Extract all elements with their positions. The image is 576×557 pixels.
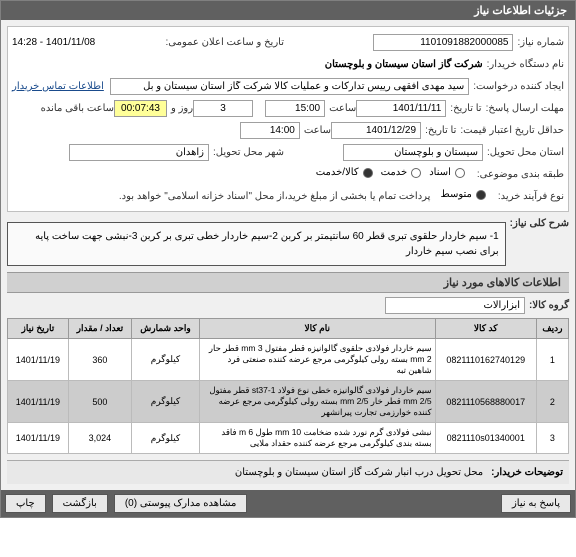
row-requester: ایجاد کننده درخواست: اطلاعات تماس خریدار xyxy=(12,75,564,97)
cell-name: سیم خاردار فولادی حلقوی گالوانیزه قطر مف… xyxy=(199,339,435,381)
cell-code: 0821110162740129 xyxy=(435,339,536,381)
panel-title: جزئیات اطلاعات نیاز xyxy=(1,1,575,20)
row-niaz-number: شماره نیاز: تاریخ و ساعت اعلان عمومی: 14… xyxy=(12,31,564,53)
table-row[interactable]: 10821110162740129سیم خاردار فولادی حلقوی… xyxy=(8,339,569,381)
purchase-note: پرداخت تمام یا بخشی از مبلغ خرید،از محل … xyxy=(115,191,431,202)
col-qty: تعداد / مقدار xyxy=(68,319,131,339)
deadline-time-input[interactable] xyxy=(265,100,325,117)
niaz-number-label: شماره نیاز: xyxy=(513,37,564,48)
category-option-label: اسناد xyxy=(429,167,451,178)
category-option[interactable]: کالا/خدمت xyxy=(316,167,373,178)
days-input[interactable] xyxy=(193,100,253,117)
respond-button[interactable]: پاسخ به نیاز xyxy=(501,494,571,513)
purchase-type-option[interactable]: متوسط xyxy=(440,189,485,200)
back-button[interactable]: بازگشت xyxy=(52,494,108,513)
cell-name: نبشی فولادی گرم نورد شده ضخامت mm 10 طول… xyxy=(199,423,435,454)
radio-icon xyxy=(476,190,486,200)
cell-date: 1401/11/19 xyxy=(8,423,69,454)
min-valid-time-label: ساعت xyxy=(300,125,331,136)
cell-idx: 3 xyxy=(536,423,568,454)
cell-code: 0821110568880017 xyxy=(435,381,536,423)
min-valid-until: تا تاریخ: xyxy=(421,125,456,136)
col-idx: ردیف xyxy=(536,319,568,339)
days-label: روز و xyxy=(167,103,193,114)
main-panel: جزئیات اطلاعات نیاز شماره نیاز: تاریخ و … xyxy=(0,0,576,518)
row-buyer-org: نام دستگاه خریدار: شرکت گاز استان سیستان… xyxy=(12,53,564,75)
col-date: تاریخ نیاز xyxy=(8,319,69,339)
deadline-label: مهلت ارسال پاسخ: xyxy=(482,103,564,114)
min-valid-date-input[interactable] xyxy=(331,122,421,139)
deadline-time-label: ساعت xyxy=(325,103,356,114)
deadline-until: تا تاریخ: xyxy=(446,103,481,114)
buyer-notes-section: توضیحات خریدار: محل تحویل درب انبار شرکت… xyxy=(7,460,569,484)
print-button[interactable]: چاپ xyxy=(5,494,46,513)
table-header-row: ردیف کد کالا نام کالا واحد شمارش تعداد /… xyxy=(8,319,569,339)
category-option-label: خدمت xyxy=(381,167,408,178)
cell-idx: 1 xyxy=(536,339,568,381)
row-min-valid: حداقل تاریخ اعتبار قیمت: تا تاریخ: ساعت xyxy=(12,119,564,141)
requester-label: ایجاد کننده درخواست: xyxy=(469,81,564,92)
col-name: نام کالا xyxy=(199,319,435,339)
niaz-number-input[interactable] xyxy=(373,34,513,51)
cell-code: 0821110s01340001 xyxy=(435,423,536,454)
delivery-province-input[interactable] xyxy=(343,144,483,161)
deadline-date-input[interactable] xyxy=(356,100,446,117)
cell-qty: 360 xyxy=(68,339,131,381)
bottom-bar: پاسخ به نیاز مشاهده مدارک پیوستی (0) باز… xyxy=(1,490,575,517)
panel-body: شماره نیاز: تاریخ و ساعت اعلان عمومی: 14… xyxy=(1,20,575,490)
table-row[interactable]: 20821110568880017سیم خاردار فولادی گالوا… xyxy=(8,381,569,423)
delivery-province-label: استان محل تحویل: xyxy=(483,147,564,158)
purchase-type-option-label: متوسط xyxy=(440,189,471,200)
delivery-city-label: شهر محل تحویل: xyxy=(209,147,284,158)
cell-name: سیم خاردار فولادی گالوانیزه خطی نوع فولا… xyxy=(199,381,435,423)
purchase-type-label: نوع فرآیند خرید: xyxy=(494,191,564,202)
items-header: اطلاعات کالاهای مورد نیاز xyxy=(7,272,569,293)
contact-link[interactable]: اطلاعات تماس خریدار xyxy=(12,81,104,92)
radio-icon xyxy=(411,168,421,178)
min-valid-label: حداقل تاریخ اعتبار قیمت: xyxy=(456,125,564,136)
category-option-label: کالا/خدمت xyxy=(316,167,359,178)
cell-unit: کیلوگرم xyxy=(132,423,200,454)
cell-date: 1401/11/19 xyxy=(8,339,69,381)
row-category: طبقه بندی موضوعی: اسناد خدمت کالا/خدمت xyxy=(12,163,564,185)
radio-icon xyxy=(455,168,465,178)
buyer-notes-value: محل تحویل درب انبار شرکت گاز استان سیستا… xyxy=(235,467,483,478)
key-summary-box: 1- سیم خاردار حلقوی تبری قطر 60 سانتیمتر… xyxy=(7,222,506,266)
buyer-org-label: نام دستگاه خریدار: xyxy=(483,59,564,70)
buyer-org-value: شرکت گاز استان سیستان و بلوچستان xyxy=(325,59,483,70)
col-unit: واحد شمارش xyxy=(132,319,200,339)
countdown-timer: 00:07:43 xyxy=(114,100,167,117)
public-date-label: تاریخ و ساعت اعلان عمومی: xyxy=(162,37,285,48)
category-option[interactable]: اسناد xyxy=(429,167,465,178)
items-table: ردیف کد کالا نام کالا واحد شمارش تعداد /… xyxy=(7,318,569,454)
group-label: گروه کالا: xyxy=(525,300,569,311)
delivery-city-input[interactable] xyxy=(69,144,209,161)
buyer-notes-label: توضیحات خریدار: xyxy=(491,467,563,478)
group-input[interactable] xyxy=(385,297,525,314)
row-delivery: استان محل تحویل: شهر محل تحویل: xyxy=(12,141,564,163)
cell-unit: کیلوگرم xyxy=(132,339,200,381)
cell-unit: کیلوگرم xyxy=(132,381,200,423)
table-row[interactable]: 30821110s01340001نبشی فولادی گرم نورد شد… xyxy=(8,423,569,454)
radio-icon xyxy=(363,168,373,178)
attachments-button[interactable]: مشاهده مدارک پیوستی (0) xyxy=(114,494,248,513)
cell-idx: 2 xyxy=(536,381,568,423)
cell-qty: 500 xyxy=(68,381,131,423)
row-group: گروه کالا: xyxy=(7,293,569,318)
public-date-value: 1401/11/08 - 14:28 xyxy=(12,37,95,48)
key-summary-label: شرح کلی نیاز: xyxy=(506,218,569,229)
category-label: طبقه بندی موضوعی: xyxy=(473,169,564,180)
row-deadline: مهلت ارسال پاسخ: تا تاریخ: ساعت روز و 00… xyxy=(12,97,564,119)
requester-input[interactable] xyxy=(110,78,469,95)
category-option[interactable]: خدمت xyxy=(381,167,422,178)
col-code: کد کالا xyxy=(435,319,536,339)
cell-date: 1401/11/19 xyxy=(8,381,69,423)
min-valid-time-input[interactable] xyxy=(240,122,300,139)
cell-qty: 3,024 xyxy=(68,423,131,454)
row-purchase-type: نوع فرآیند خرید: متوسط پرداخت تمام یا بخ… xyxy=(12,185,564,207)
remaining-label: ساعت باقی مانده xyxy=(37,103,114,114)
form-section-top: شماره نیاز: تاریخ و ساعت اعلان عمومی: 14… xyxy=(7,26,569,212)
row-key-summary: شرح کلی نیاز: 1- سیم خاردار حلقوی تبری ق… xyxy=(7,216,569,272)
